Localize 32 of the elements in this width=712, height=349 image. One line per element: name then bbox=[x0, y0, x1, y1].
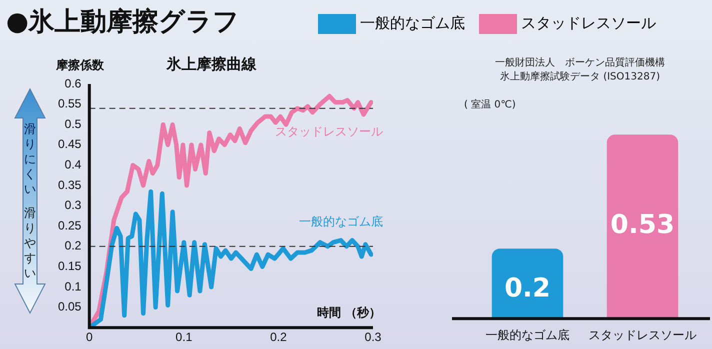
x-tick-label: 0.2 bbox=[270, 330, 288, 344]
text: スタッドレスソール bbox=[275, 124, 383, 138]
y-tick-label: 0.05 bbox=[58, 300, 82, 314]
double-arrow-icon: 滑りにくい 滑りやすい bbox=[14, 88, 46, 314]
text: ( 室温 0℃) bbox=[464, 98, 516, 111]
y-tick-label: 0.45 bbox=[58, 137, 82, 152]
data-label: 0.53 bbox=[610, 210, 675, 240]
x-tick-label: 0.3 bbox=[364, 330, 382, 344]
text: 一般的なゴム底 bbox=[299, 214, 383, 229]
y-tick-label: 0.5 bbox=[64, 116, 82, 131]
y-tick-label: 0.6 bbox=[64, 76, 82, 90]
chart-subtitle: 氷上摩擦曲線 bbox=[166, 54, 258, 73]
y-tick-label: 0.15 bbox=[58, 259, 82, 274]
y-tick-label: 0.55 bbox=[58, 96, 82, 111]
y-tick-label: 0.4 bbox=[64, 158, 82, 172]
x-tick-label: 一般的なゴム底 bbox=[486, 328, 570, 342]
x-tick-label: 0.1 bbox=[176, 330, 193, 344]
x-axis-title: 時間 （秒） bbox=[317, 306, 382, 320]
x-tick-label: 0 bbox=[86, 330, 94, 344]
text: 一般財団法人 ボーケン品質評価機構 bbox=[495, 56, 665, 69]
legend-label: スタッドレスソール bbox=[520, 14, 656, 34]
x-tick-label: スタッドレスソール bbox=[588, 328, 696, 342]
y-tick-label: 0.2 bbox=[64, 238, 82, 253]
text: 氷上動摩擦試験データ (ISO13287) bbox=[500, 70, 660, 83]
y-tick-label: 0.25 bbox=[58, 218, 82, 232]
y-tick-label: 0.35 bbox=[58, 178, 82, 192]
y-axis-title: 摩擦係数 bbox=[55, 58, 105, 72]
y-tick-label: 0.3 bbox=[64, 198, 82, 212]
legend-label: 一般的なゴム底 bbox=[359, 14, 465, 34]
data-label: 0.2 bbox=[504, 274, 551, 304]
chart-title: ●氷上動摩擦グラフ bbox=[6, 6, 240, 39]
y-tick-label: 0.1 bbox=[64, 279, 82, 294]
